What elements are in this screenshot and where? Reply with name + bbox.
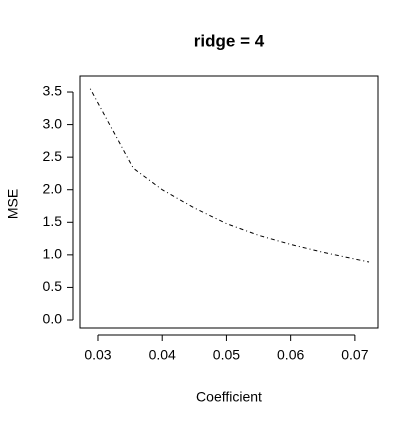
y-tick-label: 2.0 [43,180,63,196]
chart-title: ridge = 4 [194,31,265,50]
y-tick-label: 0.0 [43,311,63,327]
x-tick-label: 0.04 [149,347,176,363]
y-tick-label: 2.5 [43,148,63,164]
data-line [89,88,370,263]
plot-frame [79,75,379,329]
y-tick-label: 0.5 [43,278,63,294]
x-tick-label: 0.05 [213,347,240,363]
y-axis-label: MSE [5,189,21,219]
x-axis-label: Coefficient [196,389,262,405]
y-tick-label: 3.5 [43,83,63,99]
y-tick-label: 1.0 [43,246,63,262]
x-tick-label: 0.03 [84,347,111,363]
y-tick-label: 1.5 [43,213,63,229]
x-tick-label: 0.06 [277,347,304,363]
y-tick-label: 3.0 [43,115,63,131]
x-tick-label: 0.07 [341,347,368,363]
